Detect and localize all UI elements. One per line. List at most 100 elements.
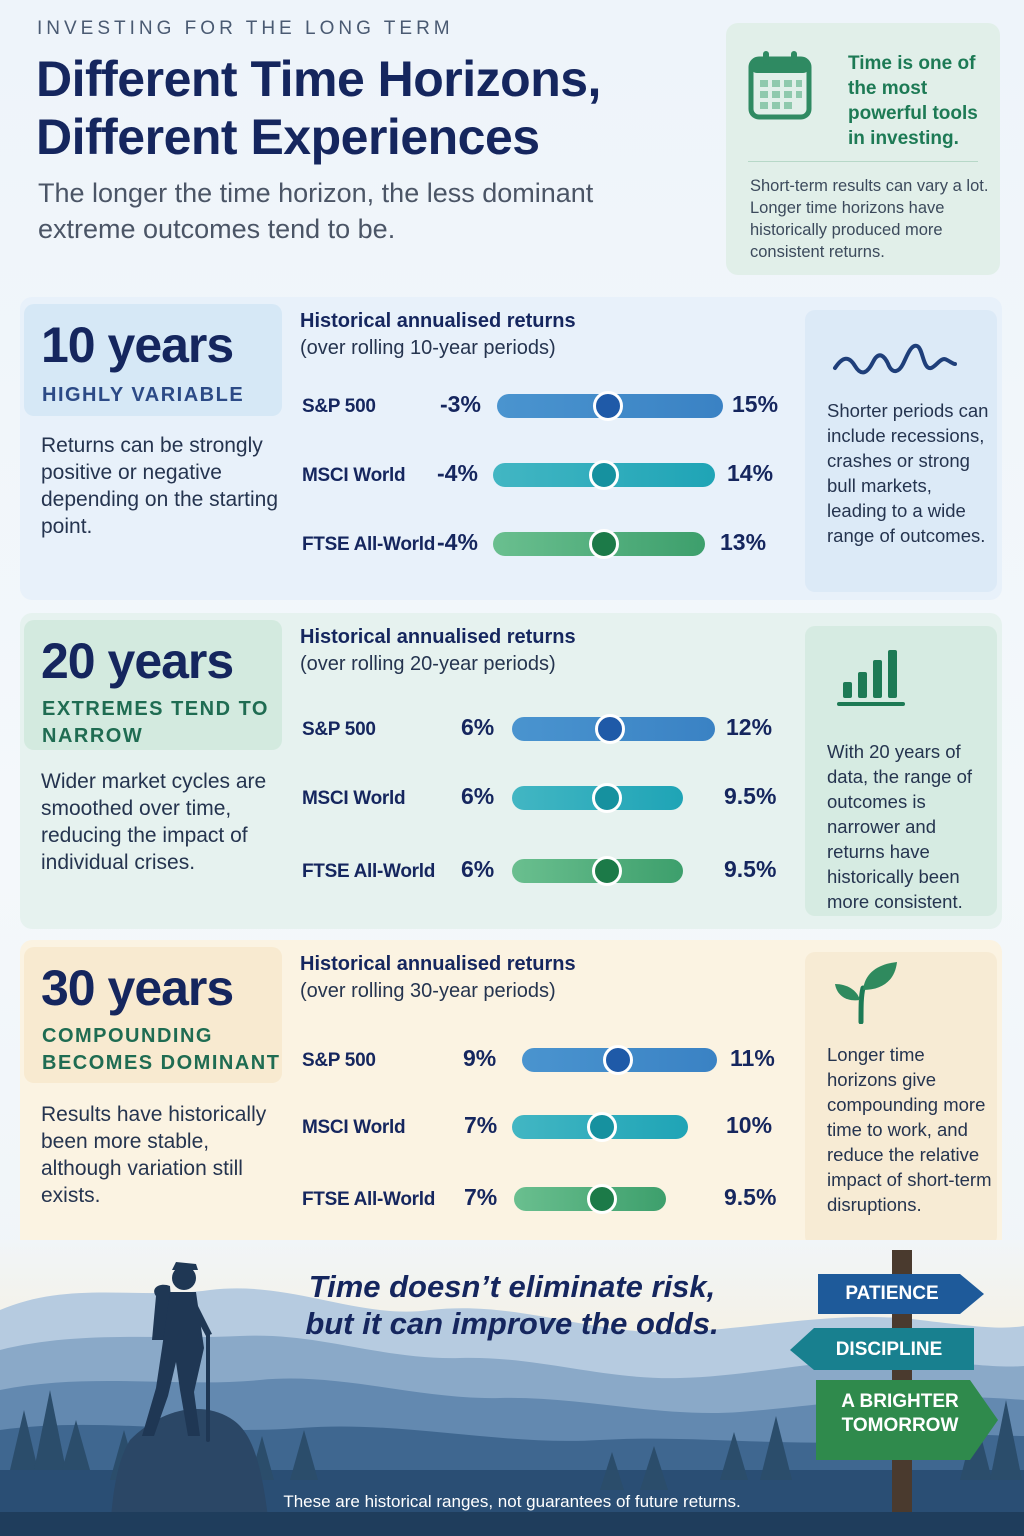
side-note-text: Shorter periods can include recessions, … [827,400,989,546]
time-callout: Time is one of the most powerful tools i… [726,23,1000,275]
section-20-years: 20 years EXTREMES TEND TO NARROW Wider m… [20,613,1002,929]
range-bar [493,529,705,559]
callout-divider [748,161,978,162]
range-low: 9% [463,1045,497,1071]
chart-subtitle: (over rolling 20-year periods) [300,653,556,675]
callout-title: Time is one of the most powerful tools i… [848,53,978,149]
return-row-ftse-all-world: FTSE All-World 7% 9.5% [20,1179,800,1219]
range-high: 11% [730,1045,775,1071]
index-name: S&P 500 [302,396,376,417]
horizon-label: EXTREMES TEND TO NARROW [42,698,269,747]
horizon-description: Results have historically been more stab… [41,1103,267,1207]
chart-title: Historical annualised returns [300,626,576,648]
callout-body: Short-term results can vary a lot. Longe… [750,177,989,261]
sign-text: DISCIPLINE [835,1339,943,1360]
return-row-msci-world: MSCI World 7% 10% [20,1107,800,1147]
hiker-silhouette [142,1262,212,1442]
range-midpoint [603,1045,633,1075]
index-name: S&P 500 [302,719,376,740]
index-name: MSCI World [302,1117,406,1138]
return-row-ftse-all-world: FTSE All-World 6% 9.5% [20,851,800,891]
range-low: -4% [437,460,478,486]
range-low: 7% [464,1112,498,1138]
chart-subtitle: (over rolling 30-year periods) [300,980,556,1002]
sign-label-patience: PATIENCE [822,1283,962,1305]
index-name: FTSE All-World [302,1189,436,1210]
horizon-years: 20 years [41,633,234,689]
section-30-years: 30 years COMPOUNDING BECOMES DOMINANT Re… [20,940,1002,1252]
horizon-label: COMPOUNDING BECOMES DOMINANT [42,1025,281,1074]
sign-text: PATIENCE [845,1283,939,1304]
range-bar [512,856,683,886]
section-10-years: 10 years HIGHLY VARIABLE Returns can be … [20,297,1002,600]
side-note-text: Longer time horizons give compounding mo… [827,1044,992,1215]
horizon-label-box: 10 years HIGHLY VARIABLE [24,304,282,416]
range-bar [497,391,723,421]
wave-line-icon [833,343,957,375]
sign-text: A BRIGHTER TOMORROW [841,1391,959,1436]
range-high: 9.5% [724,1184,777,1210]
tagline: Time doesn’t eliminate risk, but it can … [232,1268,792,1342]
range-bar [514,1184,666,1214]
chart-title: Historical annualised returns [300,310,576,332]
horizon-label-box: 20 years EXTREMES TEND TO NARROW [24,620,282,750]
horizon-years: 30 years [41,960,234,1016]
range-bar [493,460,715,490]
side-note: With 20 years of data, the range of outc… [805,626,997,916]
range-midpoint [589,529,619,559]
range-high: 10% [726,1112,773,1138]
mountain-landscape [0,1240,1024,1536]
range-low: -4% [437,529,478,555]
disclaimer: These are historical ranges, not guarant… [283,1492,741,1511]
range-midpoint [592,783,622,813]
range-low: 6% [461,714,495,740]
sign-label-brighter-tomorrow: A BRIGHTER TOMORROW [832,1390,968,1438]
return-row-msci-world: MSCI World 6% 9.5% [20,778,800,818]
sign-discipline [790,1328,974,1370]
chart-subtitle: (over rolling 10-year periods) [300,337,556,359]
page-subtitle: The longer the time horizon, the less do… [38,178,594,244]
horizon-description: Returns can be strongly positive or nega… [41,434,279,538]
range-bar [522,1045,717,1075]
side-note: Shorter periods can include recessions, … [805,310,997,592]
bar-chart-icon [837,650,905,706]
range-high: 13% [720,529,767,555]
range-high: 15% [732,391,779,417]
range-low: 6% [461,783,495,809]
range-midpoint [595,714,625,744]
range-bar [512,714,715,744]
page-title-line-2: Different Experiences [36,109,540,165]
tagline-line-2: but it can improve the odds. [305,1306,719,1341]
horizon-label: HIGHLY VARIABLE [42,384,245,406]
range-midpoint [593,391,623,421]
horizon-label-box: 30 years COMPOUNDING BECOMES DOMINANT [24,947,282,1083]
page-title-line-1: Different Time Horizons, [36,51,601,107]
range-bar [512,783,683,813]
range-high: 9.5% [724,856,777,882]
horizon-description: Wider market cycles are smoothed over ti… [41,770,267,874]
sign-patience [818,1274,984,1314]
range-midpoint [587,1112,617,1142]
return-row-sp500: S&P 500 6% 12% [20,709,800,749]
range-low: 6% [461,856,495,882]
range-low: -3% [440,391,481,417]
tagline-line-1: Time doesn’t eliminate risk, [308,1269,716,1304]
range-midpoint [589,460,619,490]
range-high: 14% [727,460,774,486]
range-high: 12% [726,714,773,740]
return-row-sp500: S&P 500 -3% 15% [20,386,800,426]
return-row-ftse-all-world: FTSE All-World -4% 13% [20,524,800,564]
eyebrow: INVESTING FOR THE LONG TERM [37,18,454,39]
page-title: Different Time Horizons, Different Exper… [36,50,716,166]
range-high: 9.5% [724,783,777,809]
index-name: FTSE All-World [302,534,436,555]
horizon-years: 10 years [41,317,234,373]
index-name: S&P 500 [302,1050,376,1071]
index-name: FTSE All-World [302,861,436,882]
range-midpoint [587,1184,617,1214]
sprout-icon [835,962,897,1024]
sign-label-discipline: DISCIPLINE [818,1339,960,1361]
side-note: Longer time horizons give compounding mo… [805,952,997,1246]
index-name: MSCI World [302,465,406,486]
index-name: MSCI World [302,788,406,809]
